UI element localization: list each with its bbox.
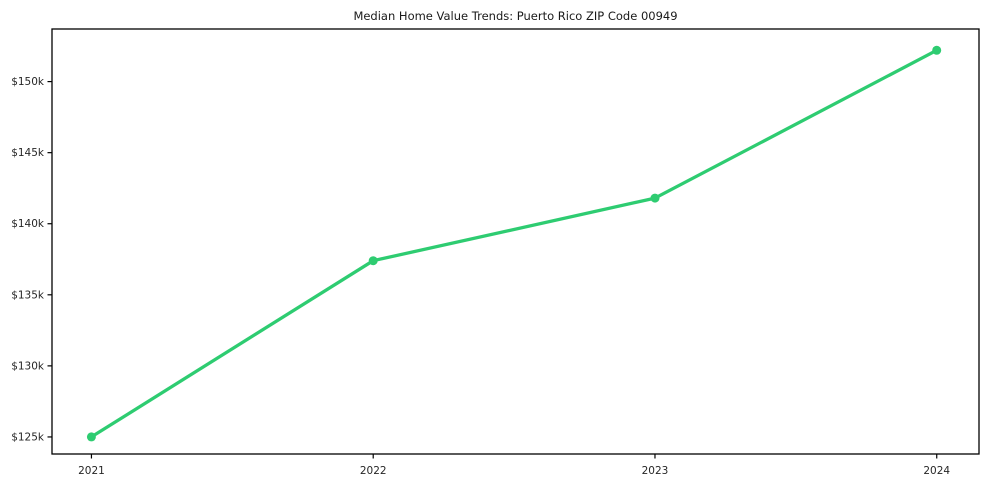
y-axis-tick-label: $135k xyxy=(11,289,45,301)
y-axis-tick-label: $140k xyxy=(11,218,45,230)
data-point-marker xyxy=(650,193,660,203)
x-axis-tick-label: 2024 xyxy=(923,465,950,477)
x-axis-tick-label: 2023 xyxy=(642,465,669,477)
data-point-marker xyxy=(86,432,96,442)
x-axis-tick-label: 2022 xyxy=(360,465,387,477)
data-point-marker xyxy=(368,256,378,266)
y-axis-tick-label: $125k xyxy=(11,431,45,443)
y-axis-tick-label: $150k xyxy=(11,76,45,88)
y-axis-tick-label: $145k xyxy=(11,147,45,159)
chart-title: Median Home Value Trends: Puerto Rico ZI… xyxy=(353,9,678,23)
y-axis-tick-label: $130k xyxy=(11,360,45,372)
plot-border xyxy=(51,28,980,455)
x-axis-tick-label: 2021 xyxy=(78,465,105,477)
trend-line xyxy=(89,48,939,439)
data-point-marker xyxy=(932,45,942,55)
